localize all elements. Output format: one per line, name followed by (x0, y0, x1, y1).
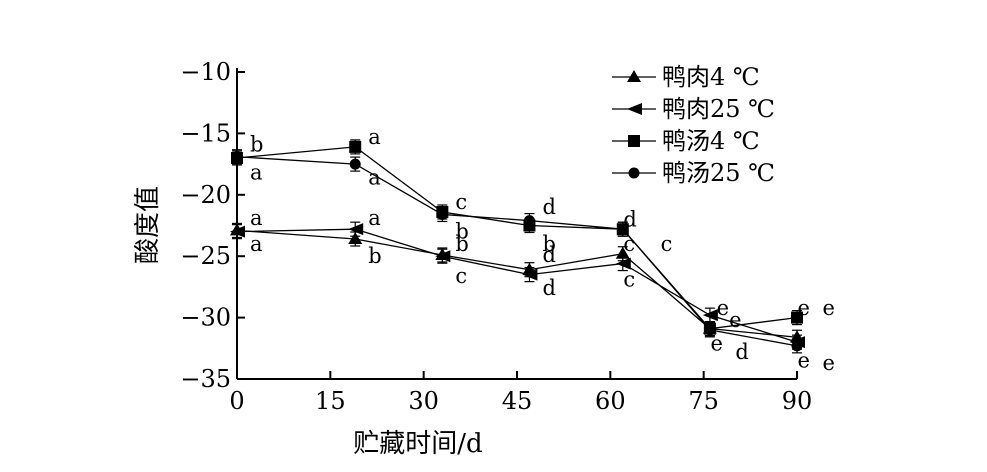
significance-letter: a (368, 125, 381, 149)
marker-square (349, 140, 362, 153)
marker-circle (436, 208, 448, 220)
significance-letter: d (542, 276, 555, 300)
significance-letter: a (250, 206, 263, 230)
marker-diamond (522, 268, 538, 281)
y-tick-label: −25 (180, 242, 231, 270)
marker-circle (349, 158, 361, 170)
series-2 (230, 221, 805, 350)
significance-letter: e (798, 349, 810, 373)
y-tick-label: −15 (180, 119, 231, 147)
significance-letter: e (798, 296, 810, 320)
marker-circle (231, 151, 243, 163)
significance-letter: c (623, 232, 635, 256)
marker-circle (617, 223, 629, 235)
x-tick-label: 75 (688, 387, 719, 415)
significance-letter: b (455, 220, 468, 244)
significance-letter: a (250, 232, 263, 256)
y-tick-label: −30 (180, 304, 231, 332)
legend-label: 鸭汤4 ℃ (662, 127, 760, 155)
y-tick-label: −20 (180, 181, 231, 209)
significance-letter: e (729, 308, 741, 332)
x-tick-label: 15 (315, 387, 346, 415)
legend-entry-3: 鸭汤4 ℃ (612, 127, 760, 155)
x-tick-label: 45 (502, 387, 533, 415)
x-axis-title: 贮藏时间/d (353, 429, 482, 459)
significance-letter: c (661, 232, 673, 256)
significance-letter: e (710, 331, 722, 355)
x-tick-label: 30 (408, 387, 439, 415)
marker-triangle (615, 246, 630, 259)
significance-letter: a (368, 206, 381, 230)
x-tick-label: 90 (782, 387, 813, 415)
legend-label: 鸭肉25 ℃ (662, 95, 775, 123)
marker-circle (704, 324, 716, 336)
significance-letter: b (542, 232, 555, 256)
marker-circle (523, 215, 535, 227)
series-1 (230, 222, 804, 345)
significance-letter: c (455, 264, 467, 288)
significance-letter: d (542, 243, 555, 267)
significance-letter: e (717, 296, 729, 320)
significance-letter: b (368, 244, 381, 268)
marker-diamond (435, 250, 451, 263)
legend-entry-2: 鸭肉25 ℃ (612, 95, 775, 123)
significance-letter: c (455, 190, 467, 214)
legend-label: 鸭汤25 ℃ (662, 159, 775, 187)
marker-diamond (230, 225, 245, 238)
y-axis-title: 酸度值 (133, 186, 163, 264)
marker-diamond (702, 309, 718, 322)
significance-letter: c (623, 268, 635, 292)
marker-triangle (348, 232, 363, 245)
marker-diamond (348, 223, 364, 236)
x-tick-label: 0 (229, 387, 244, 415)
significance-letter: a (368, 166, 381, 190)
significance-letter: e (822, 351, 834, 375)
marker-square (628, 135, 640, 147)
marker-diamond (615, 257, 631, 270)
significance-letter: e (822, 296, 834, 320)
legend-entry-1: 鸭肉4 ℃ (612, 63, 760, 91)
significance-letter: b (250, 132, 263, 156)
series-4 (231, 149, 803, 354)
significance-letter: d (623, 207, 636, 231)
y-tick-label: −35 (180, 365, 231, 393)
x-tick-label: 60 (595, 387, 626, 415)
marker-diamond (627, 103, 642, 115)
axes: −10 −15 −20 −25 −30 −350 15 30 45 60 75 90 (180, 58, 812, 415)
series-layer (230, 139, 805, 354)
legend-label: 鸭肉4 ℃ (662, 63, 760, 91)
y-tick-label: −10 (180, 58, 231, 86)
marker-circle (791, 340, 803, 352)
significance-letter: d (542, 195, 555, 219)
marker-square (791, 311, 803, 324)
marker-circle (628, 167, 640, 179)
marker-triangle (627, 70, 641, 82)
legend-entry-4: 鸭汤25 ℃ (612, 159, 775, 187)
legend: 鸭肉4 ℃ 鸭肉25 ℃ 鸭汤4 ℃ 鸭汤25 ℃ (612, 63, 775, 187)
significance-letter: b (455, 232, 468, 256)
significance-letter: a (250, 161, 263, 185)
significance-letter: d (735, 340, 748, 364)
